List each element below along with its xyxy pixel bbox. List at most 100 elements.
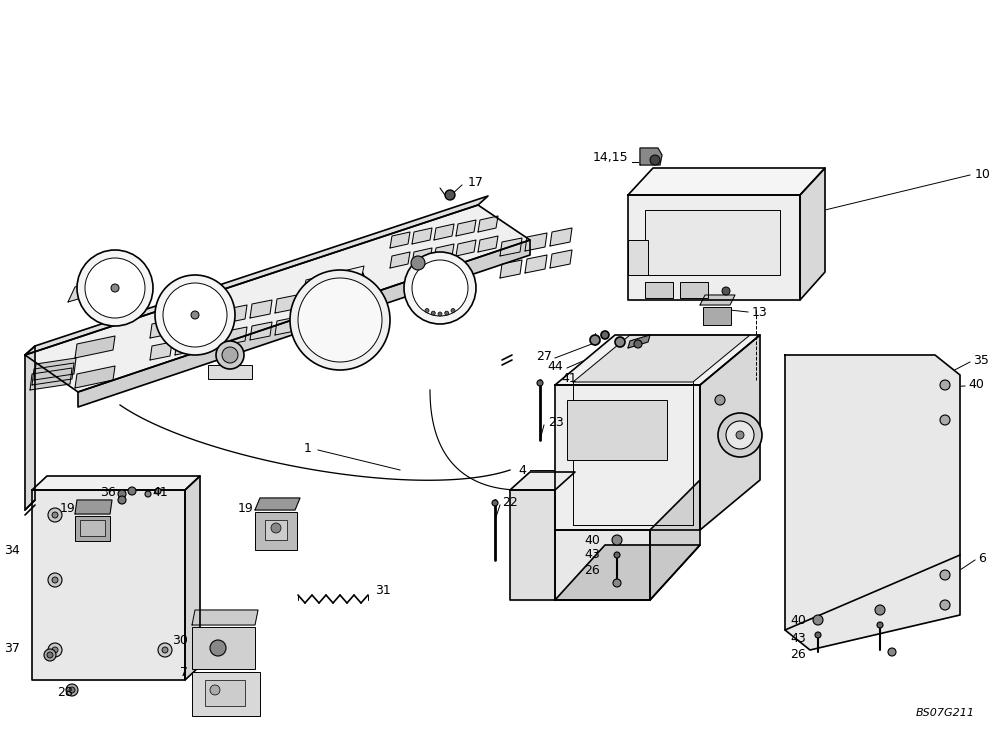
Bar (208, 365, 252, 379)
Bar (75, 516, 110, 541)
Circle shape (118, 490, 126, 498)
Text: 41: 41 (561, 372, 577, 384)
Polygon shape (150, 342, 172, 360)
Polygon shape (275, 317, 297, 335)
Circle shape (445, 190, 455, 200)
Circle shape (44, 649, 56, 661)
Circle shape (271, 523, 281, 533)
Polygon shape (628, 195, 800, 300)
Bar (703, 307, 731, 325)
Polygon shape (525, 255, 547, 273)
Circle shape (590, 335, 600, 345)
Polygon shape (640, 148, 662, 165)
Bar (192, 627, 255, 669)
Text: 14,15: 14,15 (592, 152, 628, 165)
Polygon shape (510, 490, 555, 600)
Text: 19: 19 (59, 501, 75, 515)
Polygon shape (628, 168, 825, 195)
Polygon shape (325, 285, 347, 303)
Circle shape (162, 647, 168, 653)
Polygon shape (800, 168, 825, 300)
Circle shape (877, 622, 883, 628)
Polygon shape (25, 205, 530, 392)
Polygon shape (500, 260, 522, 278)
Circle shape (431, 311, 435, 315)
Circle shape (940, 570, 950, 580)
Text: 7: 7 (180, 665, 188, 679)
Circle shape (875, 605, 885, 615)
Circle shape (722, 287, 730, 295)
Polygon shape (32, 476, 200, 490)
Text: 13: 13 (752, 305, 768, 318)
Bar (205, 680, 245, 706)
Polygon shape (525, 233, 547, 251)
Bar (628, 240, 648, 275)
Circle shape (66, 684, 78, 696)
Circle shape (128, 487, 136, 495)
Text: 40: 40 (584, 534, 600, 547)
Text: 40: 40 (968, 378, 984, 390)
Polygon shape (456, 220, 476, 236)
Circle shape (411, 256, 425, 270)
Bar (680, 282, 708, 298)
Polygon shape (628, 335, 650, 348)
Circle shape (940, 380, 950, 390)
Circle shape (612, 535, 622, 545)
Polygon shape (75, 366, 115, 388)
Circle shape (445, 311, 449, 315)
Polygon shape (478, 216, 498, 232)
Circle shape (614, 552, 620, 558)
Circle shape (736, 431, 744, 439)
Circle shape (813, 615, 823, 625)
Text: 34: 34 (4, 543, 20, 556)
Text: 43: 43 (790, 632, 806, 644)
Circle shape (48, 643, 62, 657)
Polygon shape (200, 310, 222, 328)
Polygon shape (175, 315, 197, 333)
Text: 22: 22 (502, 496, 518, 509)
Polygon shape (25, 346, 35, 510)
Circle shape (191, 311, 199, 319)
Bar (80, 520, 105, 536)
Polygon shape (550, 250, 572, 268)
Text: 37: 37 (4, 641, 20, 654)
Circle shape (404, 252, 476, 324)
Polygon shape (300, 290, 322, 308)
Circle shape (425, 308, 429, 313)
Text: BS07G211: BS07G211 (916, 708, 975, 718)
Circle shape (438, 312, 442, 316)
Circle shape (47, 652, 53, 658)
Polygon shape (412, 248, 432, 264)
Circle shape (48, 573, 62, 587)
Polygon shape (555, 545, 700, 600)
Circle shape (118, 496, 126, 504)
Bar (265, 520, 287, 540)
Circle shape (613, 579, 621, 587)
Circle shape (69, 687, 75, 693)
Bar (645, 282, 673, 298)
Circle shape (601, 331, 609, 339)
Text: 35: 35 (973, 354, 989, 367)
Circle shape (222, 347, 238, 363)
Polygon shape (275, 295, 297, 313)
Bar (192, 672, 260, 716)
Polygon shape (150, 320, 172, 338)
Polygon shape (32, 363, 74, 385)
Text: 19: 19 (237, 501, 253, 515)
Polygon shape (75, 500, 112, 514)
Polygon shape (25, 196, 488, 355)
Polygon shape (650, 480, 700, 600)
Text: 36: 36 (100, 485, 116, 498)
Circle shape (216, 341, 244, 369)
Text: 30: 30 (172, 633, 188, 646)
Polygon shape (200, 332, 222, 350)
Polygon shape (175, 337, 197, 355)
Polygon shape (185, 476, 200, 680)
Polygon shape (68, 275, 115, 302)
Circle shape (210, 685, 220, 695)
Text: 41: 41 (152, 485, 168, 498)
Polygon shape (550, 228, 572, 246)
Circle shape (726, 421, 754, 449)
Circle shape (145, 491, 151, 497)
Circle shape (290, 270, 390, 370)
